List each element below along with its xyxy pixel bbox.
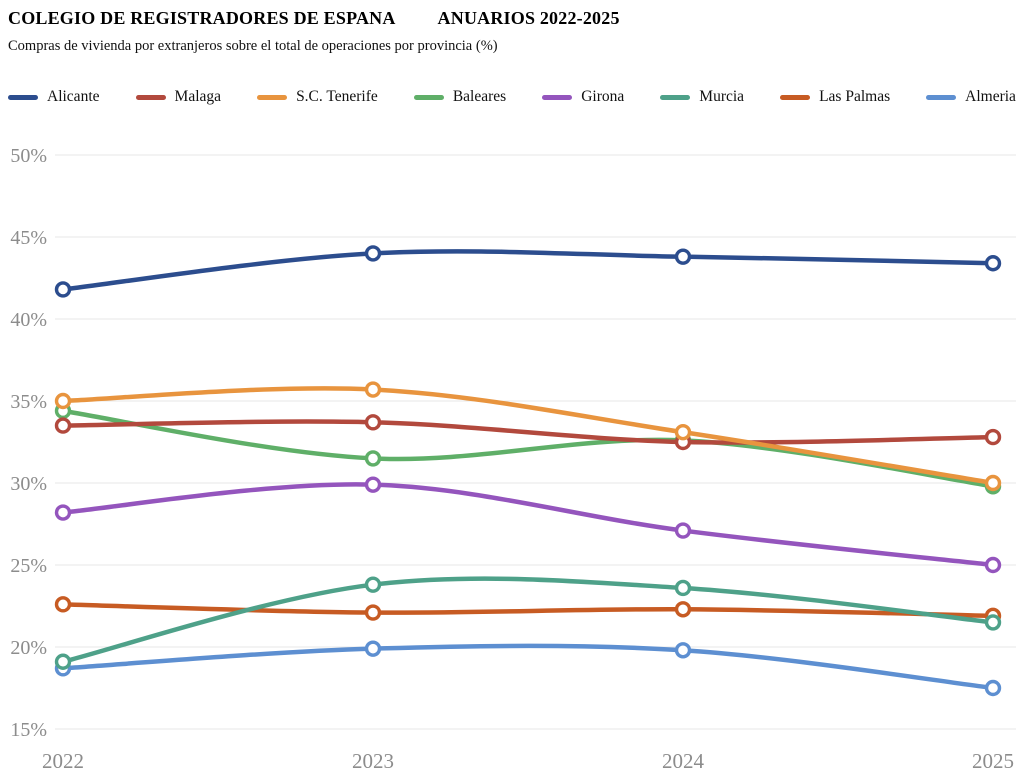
legend-label: Las Palmas	[819, 88, 891, 105]
legend-swatch-murcia	[660, 94, 691, 100]
legend-item-s-c-tenerife[interactable]: S.C. Tenerife	[257, 88, 378, 106]
data-point-alicante-2024	[674, 248, 692, 265]
legend-swatch-s-c-tenerife	[257, 94, 288, 100]
y-tick-25: 25%	[10, 555, 47, 577]
legend-label: Alicante	[47, 88, 100, 105]
series-line-las-palmas	[60, 602, 996, 619]
chart-legend: Alicante Malaga S.C. Tenerife Baleares Giron…	[8, 88, 1016, 106]
y-tick-45: 45%	[10, 227, 47, 249]
series-line-malaga	[60, 419, 996, 445]
legend-label: Almeria	[965, 88, 1016, 105]
y-tick-30: 30%	[10, 473, 47, 495]
data-point-s-c-tenerife-2024	[674, 423, 692, 441]
data-point-s-c-tenerife-2022	[54, 392, 72, 410]
data-point-almeria-2025	[984, 679, 1002, 697]
legend-swatch-las-palmas	[780, 94, 811, 100]
data-point-murcia-2022	[54, 653, 72, 670]
data-point-malaga-2025	[984, 428, 1002, 446]
legend-label: S.C. Tenerife	[296, 88, 378, 105]
y-tick-50: 50%	[10, 145, 47, 167]
data-point-murcia-2025	[984, 614, 1002, 631]
y-tick-35: 35%	[10, 391, 47, 413]
series-line-alicante	[60, 249, 996, 292]
legend-item-almeria[interactable]: Almeria	[926, 88, 1016, 106]
series-line-murcia	[60, 576, 996, 665]
legend-item-baleares[interactable]: Baleares	[413, 88, 507, 106]
data-point-almeria-2023	[364, 640, 382, 657]
legend-swatch-girona	[542, 94, 573, 100]
legend-swatch-alicante	[8, 94, 38, 100]
x-tick-2022: 2022	[42, 749, 84, 773]
legend-label: Girona	[581, 88, 625, 105]
series-line-s-c-tenerife	[60, 386, 996, 486]
data-point-alicante-2025	[984, 255, 1002, 272]
data-point-alicante-2022	[54, 281, 72, 298]
data-point-s-c-tenerife-2023	[364, 381, 382, 398]
chart-subtitle: Compras de vivienda por extranjeros sobr…	[8, 38, 498, 54]
x-tick-2025: 2025	[972, 749, 1014, 773]
data-point-girona-2025	[984, 556, 1002, 574]
legend-swatch-baleares	[413, 94, 444, 100]
data-point-girona-2022	[54, 504, 72, 521]
legend-swatch-almeria	[926, 94, 957, 100]
data-point-malaga-2023	[364, 414, 382, 431]
y-tick-40: 40%	[10, 309, 47, 331]
data-point-las-palmas-2023	[364, 604, 382, 621]
legend-item-malaga[interactable]: Malaga	[135, 88, 222, 106]
legend-item-girona[interactable]: Girona	[542, 88, 624, 106]
data-point-girona-2024	[674, 522, 692, 539]
data-point-almeria-2024	[674, 642, 692, 659]
legend-label: Malaga	[174, 88, 222, 105]
x-tick-2024: 2024	[662, 749, 705, 773]
legend-item-murcia[interactable]: Murcia	[660, 88, 744, 106]
series-line-almeria	[60, 643, 996, 691]
legend-label: Murcia	[699, 88, 745, 105]
series-line-girona	[60, 482, 996, 568]
y-tick-20: 20%	[10, 637, 47, 659]
data-point-murcia-2023	[364, 576, 382, 593]
data-point-girona-2023	[364, 476, 382, 493]
chart-header: COLEGIO DE REGISTRADORES DE ESPANA ANUARI…	[8, 8, 1016, 55]
legend-label: Baleares	[452, 88, 507, 105]
title-main: COLEGIO DE REGISTRADORES DE ESPANA	[8, 8, 396, 28]
y-tick-15: 15%	[10, 719, 47, 741]
x-tick-2023: 2023	[352, 749, 394, 773]
data-point-s-c-tenerife-2025	[984, 474, 1002, 492]
legend-item-las-palmas[interactable]: Las Palmas	[780, 88, 890, 106]
legend-item-alicante[interactable]: Alicante	[8, 88, 100, 106]
legend-swatch-malaga	[135, 94, 166, 100]
title-period: ANUARIOS 2022-2025	[437, 8, 620, 28]
data-point-malaga-2022	[54, 417, 72, 434]
page-title: COLEGIO DE REGISTRADORES DE ESPANA ANUARI…	[8, 8, 1016, 29]
data-point-alicante-2023	[364, 245, 382, 262]
data-point-baleares-2023	[364, 450, 382, 467]
data-point-las-palmas-2024	[674, 601, 692, 618]
data-point-las-palmas-2022	[54, 596, 72, 613]
data-point-murcia-2024	[674, 579, 692, 597]
